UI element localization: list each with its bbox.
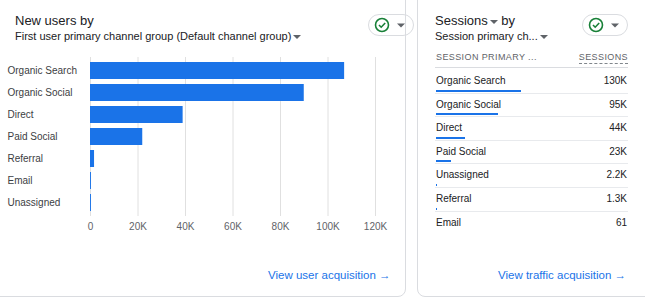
html-text:Paid Social: Paid Social xyxy=(436,145,486,157)
html-text:Direct: Direct xyxy=(436,122,463,134)
svg-text:Referral: Referral xyxy=(8,153,44,164)
html-text:View user acquisition →: View user acquisition → xyxy=(268,269,391,281)
html-text:Session primary ch...: Session primary ch... xyxy=(435,30,538,42)
svg-text:40K: 40K xyxy=(177,221,195,232)
svg-text:60K: 60K xyxy=(224,221,242,232)
svg-text:Email: Email xyxy=(8,175,33,186)
svg-text:0: 0 xyxy=(88,221,94,232)
html-text:Referral: Referral xyxy=(436,193,472,204)
html-text:Organic Search: Organic Search xyxy=(436,75,506,86)
html-text:Unassigned: Unassigned xyxy=(436,169,489,181)
svg-text:100K: 100K xyxy=(316,221,340,232)
svg-text:Unassigned: Unassigned xyxy=(8,197,61,208)
html-text:by: by xyxy=(497,13,516,28)
html-text:SESSION PRIMARY ...: SESSION PRIMARY ... xyxy=(436,52,537,62)
svg-text:120K: 120K xyxy=(364,221,388,232)
svg-text:Organic Search: Organic Search xyxy=(8,65,77,76)
html-text:2.2K: 2.2K xyxy=(606,169,627,181)
svg-text:80K: 80K xyxy=(272,221,290,232)
html-text:Sessions: Sessions xyxy=(435,13,488,28)
html-text:SESSIONS: SESSIONS xyxy=(578,52,628,62)
html-text:Organic Social: Organic Social xyxy=(436,98,501,110)
svg-text:20K: 20K xyxy=(129,221,147,232)
svg-text:Direct: Direct xyxy=(8,109,34,120)
html-text:View traffic acquisition →: View traffic acquisition → xyxy=(498,269,627,281)
html-text:44K: 44K xyxy=(609,122,627,134)
svg-text:Paid Social: Paid Social xyxy=(8,131,58,142)
html-text:First user primary channel gro: First user primary channel group (Defaul… xyxy=(15,30,292,42)
html-text:95K: 95K xyxy=(609,98,627,110)
html-text:23K: 23K xyxy=(609,145,627,157)
svg-text:Organic Social: Organic Social xyxy=(8,87,73,98)
html-text:1.3K: 1.3K xyxy=(606,193,627,204)
html-text:Email: Email xyxy=(436,216,461,228)
html-text:61: 61 xyxy=(615,216,627,228)
html-text:New users by: New users by xyxy=(15,13,94,28)
html-text:130K: 130K xyxy=(603,75,627,86)
